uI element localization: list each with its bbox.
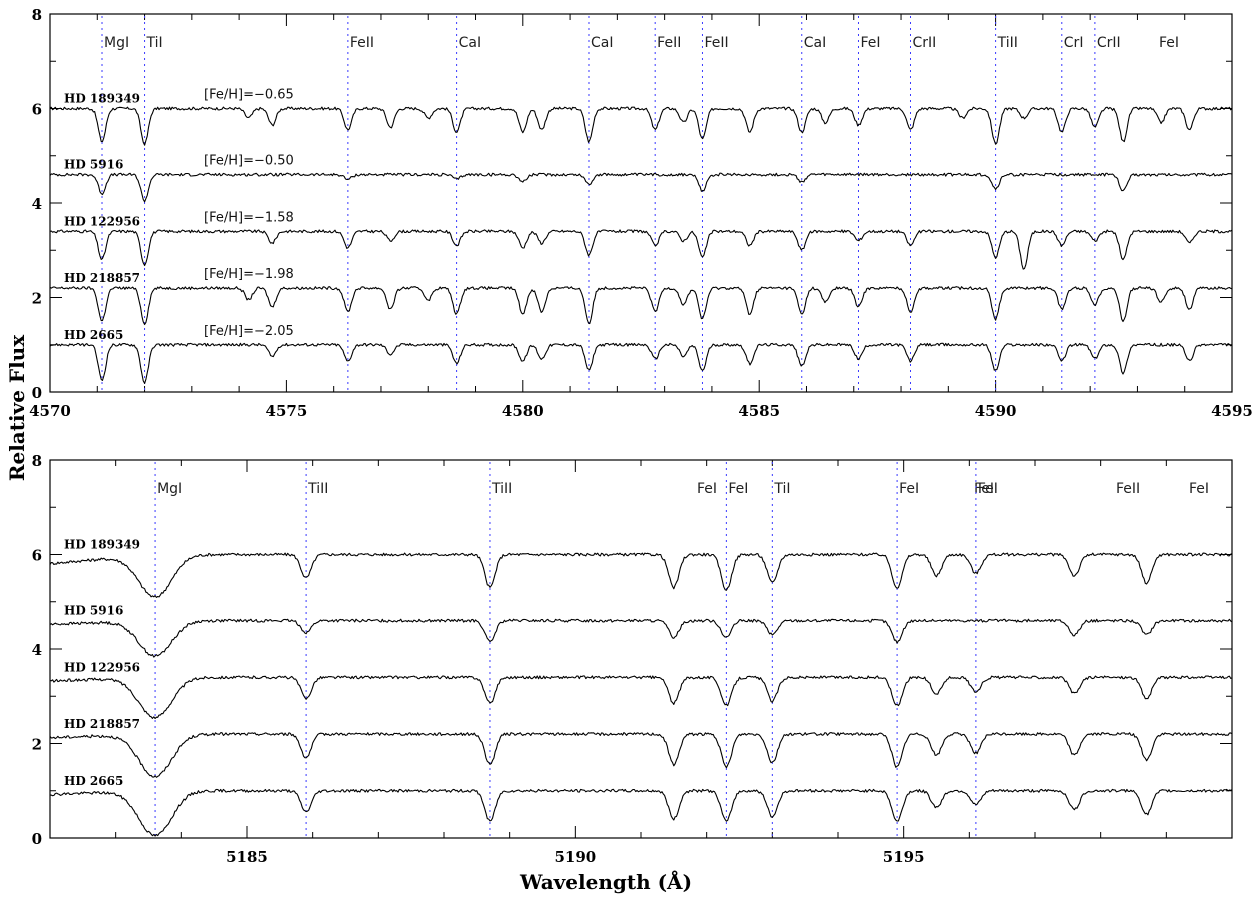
line-label: FeII [657,35,681,51]
line-label: FeI [728,481,748,497]
x-tick-label: 4595 [1211,402,1253,420]
x-tick-label: 4580 [502,402,544,420]
line-label: FeI [899,481,919,497]
y-tick-label: 6 [32,101,42,119]
star-label: HD 218857 [64,717,140,731]
star-label: HD 122956 [64,660,140,674]
metallicity-label: [Fe/H]=−1.98 [204,267,294,282]
y-tick-label: 2 [32,290,42,308]
y-tick-label: 6 [32,547,42,565]
y-tick-label: 4 [32,195,42,213]
plot-frame [49,459,1233,839]
x-axis-title: Wavelength (Å) [519,870,692,894]
star-label: HD 189349 [64,538,140,552]
line-label: FeI [978,481,998,497]
panel-1: 0 2 4 6 8 4570 4575 4580 4585 4590 4595 MgI TiI FeII C… [29,6,1253,420]
spectrum-line [50,788,1233,837]
panel-layer: 0 2 4 6 8 4570 4575 4580 4585 4590 4595 MgI TiI FeII C… [29,6,1253,866]
spectrum-line [49,286,1233,326]
spectrum-line [49,552,1233,598]
line-label: FeII [350,35,374,51]
line-label: FeI [697,481,717,497]
line-label: FeII [1116,481,1140,497]
y-tick-label: 0 [32,830,42,848]
x-tick-label: 4585 [738,402,780,420]
line-label: TiII [307,481,328,497]
line-label: FeII [704,35,728,51]
y-tick-label: 4 [32,641,42,659]
spectrum-line [49,172,1233,203]
line-label: CrII [1097,35,1121,51]
metallicity-label: [Fe/H]=−2.05 [204,324,294,339]
metallicity-label: [Fe/H]=−0.50 [204,154,294,169]
spectrum-line [49,675,1233,720]
line-label: CrII [912,35,936,51]
star-label: HD 2665 [64,774,123,788]
line-label: FeI [860,35,880,51]
line-label: TiI [146,35,163,51]
star-label: HD 2665 [64,328,123,342]
line-label: CaI [591,35,613,51]
star-label: HD 5916 [64,158,123,172]
x-tick-label: 4575 [266,402,308,420]
y-tick-label: 2 [32,736,42,754]
x-tick-label: 4570 [29,402,71,420]
x-tick-label: 5185 [226,848,268,866]
metallicity-label: [Fe/H]=−1.58 [204,210,294,225]
line-label: CaI [804,35,826,51]
metallicity-label: [Fe/H]=−0.65 [204,88,294,103]
line-label: CaI [459,35,481,51]
star-label: HD 5916 [64,604,123,618]
y-tick-label: 8 [32,6,42,24]
spectrum-line [49,229,1233,270]
line-label: MgI [157,481,182,497]
line-label: FeI [974,481,994,497]
spectrum-line [49,342,1233,384]
star-label: HD 218857 [64,271,140,285]
line-label: TiII [997,35,1018,51]
line-label: FeI [1189,481,1209,497]
line-label: FeI [1159,35,1179,51]
x-tick-label: 5195 [883,848,925,866]
line-label: TiII [491,481,512,497]
line-label: MgI [104,35,129,51]
line-label: CrI [1064,35,1084,51]
star-label: HD 122956 [64,214,140,228]
spectrum-line [49,618,1233,658]
x-tick-label: 4590 [975,402,1017,420]
line-label: TiI [773,481,790,497]
star-label: HD 189349 [64,92,140,106]
y-tick-label: 8 [32,452,42,470]
x-tick-label: 5190 [554,848,596,866]
y-axis-title: Relative Flux [5,334,29,481]
spectrum-line [49,732,1233,778]
y-tick-label: 0 [32,384,42,402]
spectrum-line [49,106,1233,146]
